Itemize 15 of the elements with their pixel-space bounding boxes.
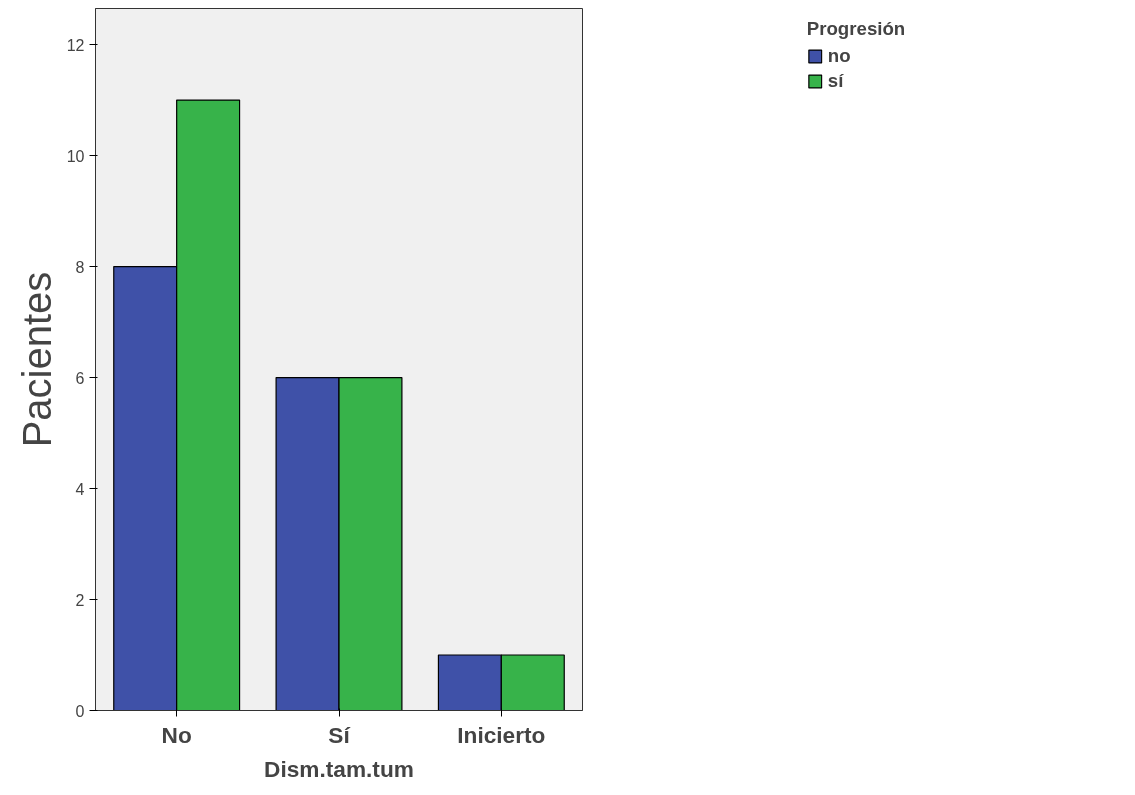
x-axis-title: Dism.tam.tum xyxy=(264,755,414,782)
y-tick-label: 0 xyxy=(75,702,85,720)
y-tick-label: 6 xyxy=(75,369,85,387)
x-tick-label: No xyxy=(161,721,192,748)
x-tick-label: Inicierto xyxy=(457,721,546,748)
x-tick-label: Sí xyxy=(328,721,351,748)
y-axis-title: Pacientes xyxy=(14,271,59,448)
y-tick-label: 12 xyxy=(66,36,85,54)
y-tick-label: 2 xyxy=(75,591,85,609)
y-tick-label: 8 xyxy=(75,258,85,276)
y-tick-label: 4 xyxy=(75,480,85,498)
legend-label: no xyxy=(827,45,851,67)
legend-label: sí xyxy=(827,70,845,92)
y-tick-label: 10 xyxy=(66,147,85,165)
legend-title: Progresión xyxy=(806,18,906,40)
